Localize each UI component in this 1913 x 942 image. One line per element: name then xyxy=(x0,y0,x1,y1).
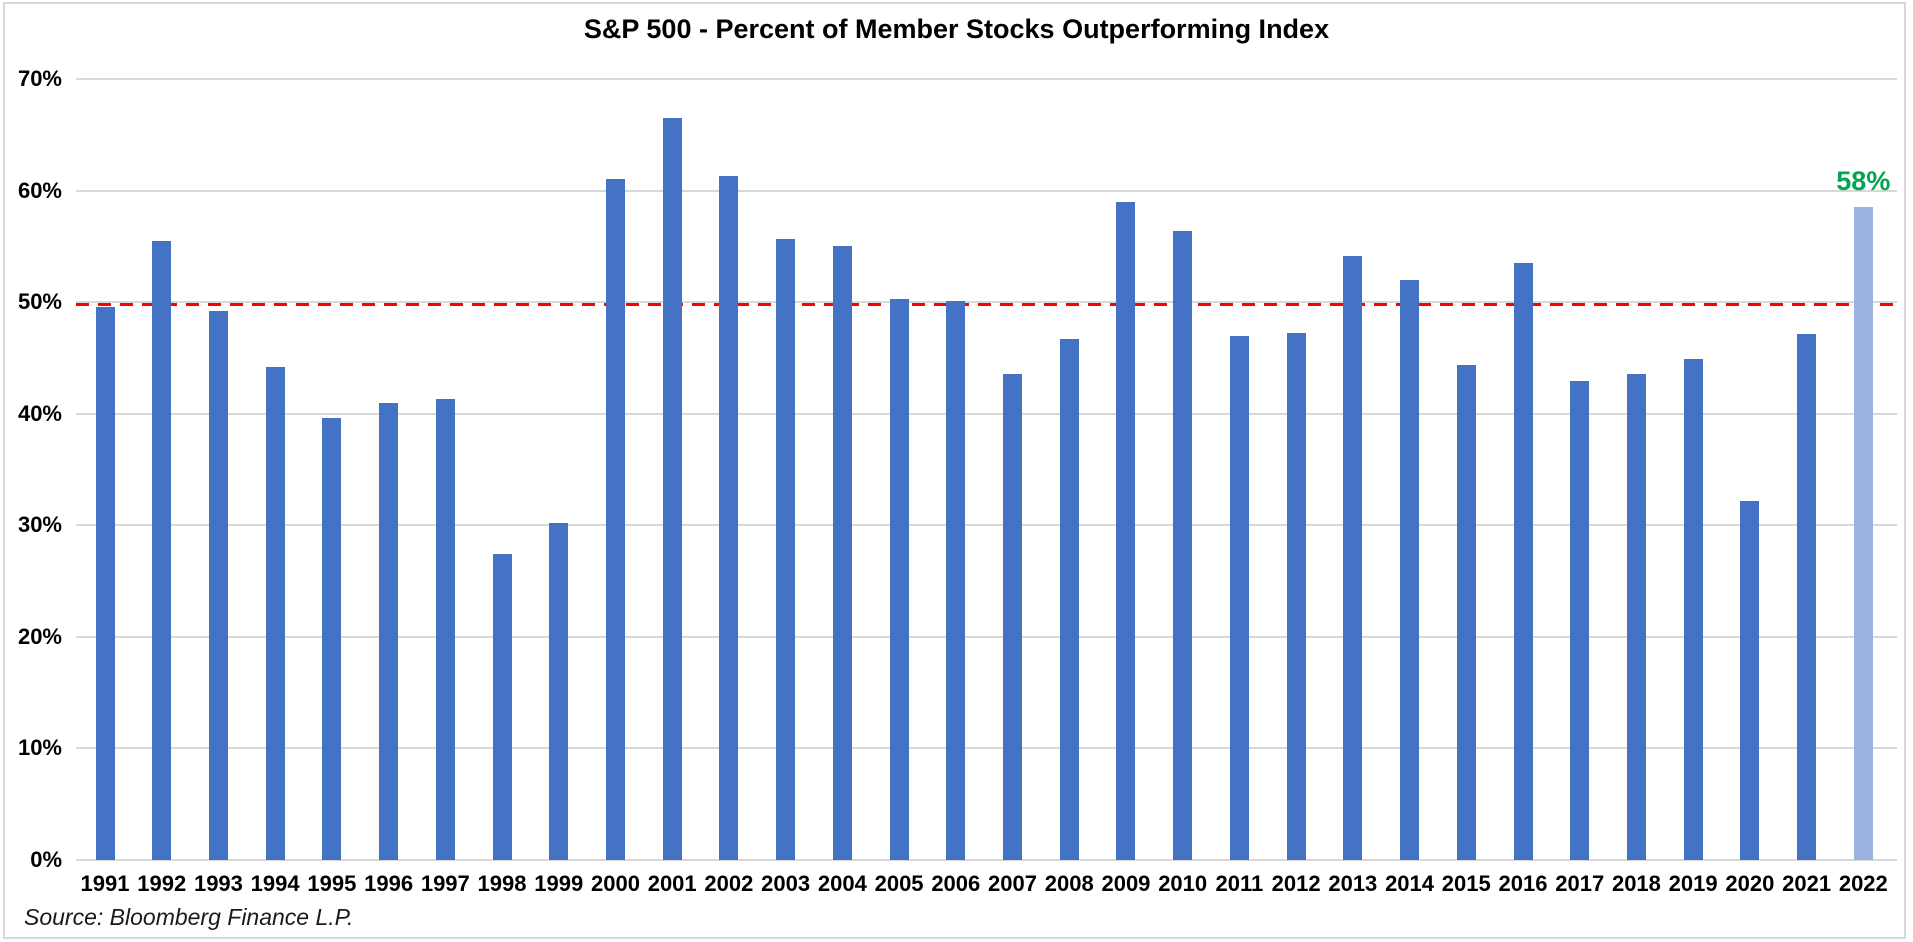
bar-2001 xyxy=(662,118,682,860)
x-axis-label-2022: 2022 xyxy=(1838,871,1888,896)
bar-2020 xyxy=(1740,500,1760,860)
bar-2011 xyxy=(1229,335,1249,860)
reference-line-50pct xyxy=(76,303,1897,307)
x-axis-label-1996: 1996 xyxy=(364,871,414,896)
x-axis-label-2017: 2017 xyxy=(1555,871,1605,896)
x-axis-label-1993: 1993 xyxy=(193,871,243,896)
bar-2022 xyxy=(1853,207,1873,860)
bar-2013 xyxy=(1343,256,1363,860)
gridline-50 xyxy=(76,301,1897,304)
bar-1993 xyxy=(208,311,228,860)
bar-2000 xyxy=(605,179,625,860)
data-label-2022: 58% xyxy=(1836,166,1891,197)
bar-2005 xyxy=(889,298,909,860)
bar-1997 xyxy=(435,399,455,860)
gridline-60 xyxy=(76,189,1897,192)
bar-2015 xyxy=(1456,364,1476,860)
x-axis-label-1999: 1999 xyxy=(534,871,584,896)
x-axis-label-2008: 2008 xyxy=(1044,871,1094,896)
bar-2004 xyxy=(832,246,852,860)
x-axis-label-2019: 2019 xyxy=(1668,871,1718,896)
y-axis-tick-0: 0% xyxy=(30,847,62,872)
x-axis-label-2009: 2009 xyxy=(1101,871,1151,896)
y-axis-tick-60: 60% xyxy=(17,177,62,203)
bar-2016 xyxy=(1513,263,1533,860)
bar-1994 xyxy=(265,366,285,860)
bar-2017 xyxy=(1570,381,1590,860)
x-axis-label-2021: 2021 xyxy=(1782,871,1832,896)
x-axis-label-2010: 2010 xyxy=(1158,871,1208,896)
x-axis-label-2005: 2005 xyxy=(874,871,924,896)
gridline-30 xyxy=(76,524,1897,527)
y-axis-tick-70: 70% xyxy=(17,66,62,91)
x-axis-label-2000: 2000 xyxy=(590,871,640,896)
x-axis-label-2007: 2007 xyxy=(988,871,1037,896)
y-axis-tick-50: 50% xyxy=(17,289,62,315)
x-axis-label-1991: 1991 xyxy=(80,871,130,896)
x-axis-label-2014: 2014 xyxy=(1385,871,1435,896)
x-axis-label-1994: 1994 xyxy=(250,871,300,896)
bar-1995 xyxy=(322,418,342,860)
x-axis-label-2002: 2002 xyxy=(704,871,754,896)
bar-1992 xyxy=(152,240,172,860)
source-caption: Source: Bloomberg Finance L.P. xyxy=(24,904,354,930)
gridline-10 xyxy=(76,747,1897,750)
bar-1999 xyxy=(549,523,569,860)
y-axis-tick-40: 40% xyxy=(17,400,62,426)
x-axis-label-2018: 2018 xyxy=(1611,871,1661,896)
x-axis-label-2001: 2001 xyxy=(647,871,697,896)
bar-2007 xyxy=(1003,373,1023,860)
x-axis-label-2012: 2012 xyxy=(1271,871,1321,896)
bar-2019 xyxy=(1683,359,1703,860)
chart-title: S&P 500 - Percent of Member Stocks Outpe… xyxy=(583,14,1330,44)
bar-1996 xyxy=(379,402,399,860)
x-axis-label-2013: 2013 xyxy=(1328,871,1378,896)
y-axis-tick-30: 30% xyxy=(17,512,62,538)
x-axis-label-2011: 2011 xyxy=(1215,871,1264,896)
x-axis-label-2020: 2020 xyxy=(1725,871,1775,896)
y-axis-tick-10: 10% xyxy=(17,735,62,761)
bar-2014 xyxy=(1400,279,1420,860)
bar-1991 xyxy=(95,306,115,860)
bar-2012 xyxy=(1286,333,1306,860)
bar-2009 xyxy=(1116,201,1136,860)
x-axis-label-2015: 2015 xyxy=(1441,871,1491,896)
bar-2008 xyxy=(1059,338,1079,860)
gridline-70 xyxy=(76,78,1897,80)
x-axis-label-1998: 1998 xyxy=(477,871,527,896)
bar-2018 xyxy=(1626,373,1646,860)
x-axis-label-1997: 1997 xyxy=(420,871,470,896)
gridline-20 xyxy=(76,635,1897,638)
x-axis-label-2016: 2016 xyxy=(1498,871,1548,896)
bar-2003 xyxy=(776,238,796,860)
x-axis-label-2003: 2003 xyxy=(761,871,811,896)
bar-2021 xyxy=(1797,334,1817,860)
gridline-0 xyxy=(76,859,1897,861)
x-axis-label-1992: 1992 xyxy=(137,871,187,896)
bar-1998 xyxy=(492,554,512,860)
bar-2010 xyxy=(1173,230,1193,860)
x-axis-label-2006: 2006 xyxy=(931,871,981,896)
x-axis-label-1995: 1995 xyxy=(307,871,357,896)
y-axis-tick-20: 20% xyxy=(17,623,62,649)
x-axis-label-2004: 2004 xyxy=(817,871,867,896)
bar-2002 xyxy=(719,176,739,860)
gridline-40 xyxy=(76,412,1897,415)
bar-2006 xyxy=(946,301,966,860)
